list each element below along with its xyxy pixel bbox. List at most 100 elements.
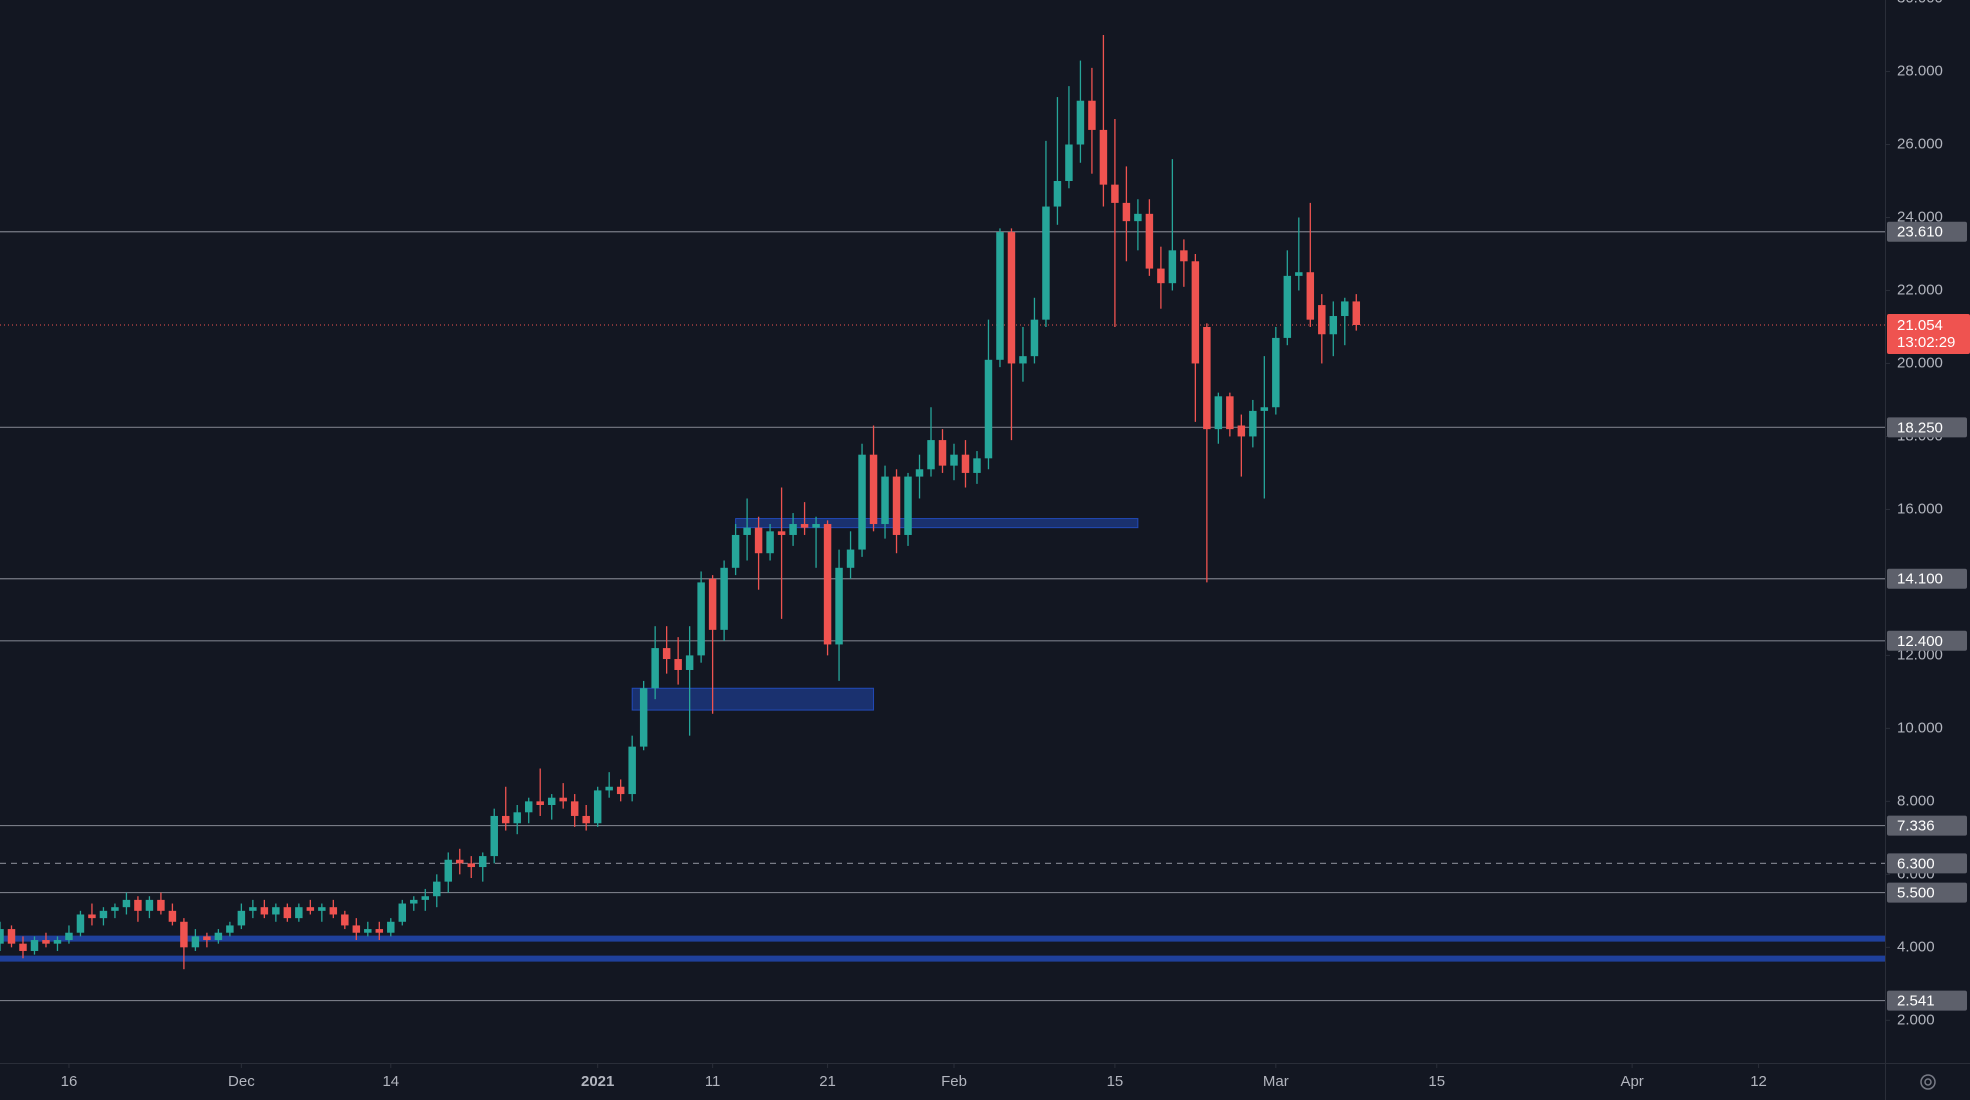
candle-body: [122, 899, 131, 908]
candle-body: [479, 856, 487, 868]
candle-body: [467, 863, 475, 868]
y-tick-label: 20.000: [1897, 354, 1943, 371]
candle-body: [226, 925, 234, 933]
y-tick-label: 16.000: [1897, 500, 1943, 517]
candle-body: [835, 567, 843, 645]
candle-body: [19, 943, 27, 951]
candle-body: [1214, 396, 1223, 430]
candle-body: [593, 790, 602, 824]
y-tick-label: 28.000: [1897, 62, 1943, 79]
candle-body: [1272, 337, 1280, 408]
candle-body: [364, 929, 372, 933]
candle-body: [616, 786, 625, 795]
candle-body: [111, 907, 119, 911]
candle-body: [99, 910, 108, 919]
candle-body: [973, 458, 981, 473]
candle-body: [639, 688, 648, 747]
candle-body: [1122, 202, 1131, 222]
candle-body: [1053, 180, 1062, 207]
candle-body: [387, 921, 395, 933]
candle-body: [1329, 316, 1338, 335]
candle-body: [444, 859, 452, 882]
x-tick-label: 2021: [581, 1073, 614, 1090]
candle-body: [490, 815, 498, 857]
x-tick-label: 15: [1428, 1073, 1445, 1090]
candle-body: [823, 524, 832, 645]
candle-body: [869, 454, 878, 525]
x-tick-label: Apr: [1620, 1073, 1643, 1090]
settings-icon[interactable]: [1920, 1074, 1936, 1090]
candle-body: [754, 527, 763, 554]
y-tick-label: 2.000: [1897, 1011, 1935, 1028]
candle-body: [0, 929, 4, 944]
x-tick-label: 15: [1107, 1073, 1124, 1090]
zone: [735, 518, 1139, 529]
candle-body: [662, 648, 671, 660]
candle-body: [1042, 206, 1050, 320]
candle-body: [421, 896, 430, 900]
candle-body: [961, 454, 970, 473]
x-tick-label: 14: [382, 1073, 399, 1090]
candle-body: [674, 659, 682, 670]
candle-body: [685, 655, 694, 670]
x-tick-label: 12: [1750, 1073, 1767, 1090]
y-tick-label: 30.000: [1897, 0, 1943, 7]
candle-body: [1306, 272, 1315, 320]
gear[interactable]: [1920, 1074, 1936, 1090]
candle-body: [513, 812, 521, 824]
candle-body: [950, 454, 958, 466]
candle-body: [329, 907, 338, 915]
candle-body: [881, 476, 889, 525]
candle-body: [720, 567, 728, 630]
candle-body: [766, 531, 774, 554]
candle-body: [777, 531, 786, 535]
candle-body: [272, 907, 280, 915]
candle-body: [1111, 184, 1119, 203]
candle-body: [731, 534, 740, 568]
candle-body: [203, 936, 211, 941]
candle-body: [1180, 250, 1188, 262]
plot: [0, 35, 1885, 1002]
level-label: 14.100: [1897, 571, 1943, 588]
candle-body: [1295, 272, 1303, 276]
candle-body: [915, 469, 924, 477]
candle-body: [559, 797, 567, 802]
candle-body: [858, 454, 866, 550]
candle-body: [53, 940, 62, 944]
candle-body: [651, 648, 659, 689]
candle-body: [295, 907, 303, 919]
candle-body: [410, 899, 418, 904]
x-tick-label: 21: [819, 1073, 836, 1090]
candle-body: [1283, 275, 1292, 338]
candle-body: [1203, 326, 1211, 430]
candle-body: [1260, 407, 1269, 411]
candle-body: [88, 914, 96, 919]
candle-body: [134, 899, 142, 911]
candle-body: [927, 440, 935, 470]
candle-body: [42, 940, 50, 944]
candle-body: [1007, 232, 1016, 364]
level-label-box: [1887, 568, 1967, 589]
x-tick-label: 11: [705, 1073, 721, 1090]
gear-hub[interactable]: [1924, 1078, 1932, 1086]
candle-body: [1076, 100, 1085, 145]
candle-body: [536, 801, 544, 806]
y-tick-label: 24.000: [1897, 208, 1943, 225]
level-label: 23.610: [1897, 224, 1943, 241]
zone: [631, 687, 875, 711]
candle-body: [1030, 319, 1039, 357]
level-label-box: [1887, 882, 1967, 903]
y-tick-label: 4.000: [1897, 938, 1935, 955]
level-label-box: [1887, 815, 1967, 836]
candle-body: [501, 815, 510, 824]
candle-body: [1226, 396, 1234, 430]
countdown-label: 13:02:29: [1897, 334, 1955, 351]
level-label: 18.250: [1897, 419, 1943, 436]
candle-body: [398, 903, 407, 922]
candle-body: [260, 907, 269, 915]
candle-body: [605, 786, 613, 791]
candle-body: [306, 907, 315, 911]
